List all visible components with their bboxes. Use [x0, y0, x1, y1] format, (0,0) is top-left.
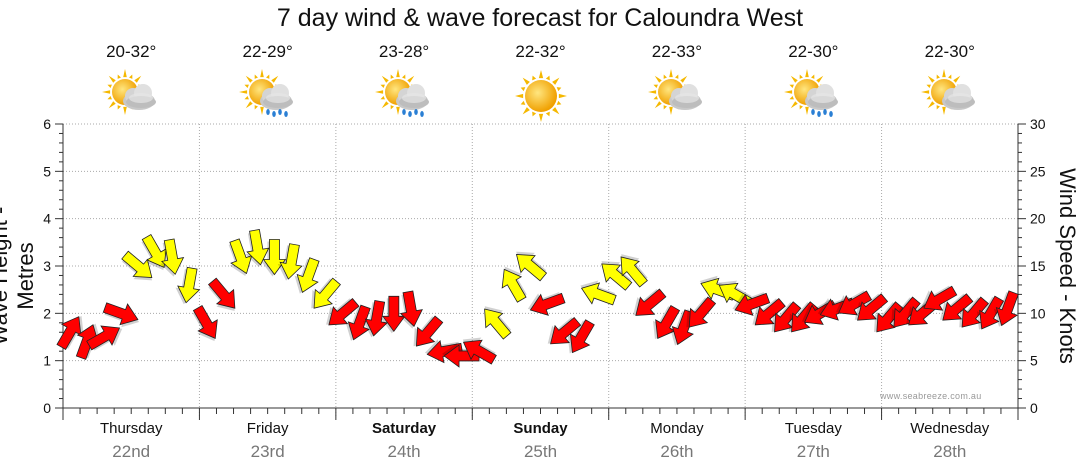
day-name-label: Tuesday	[784, 420, 842, 437]
wind-arrow	[959, 296, 989, 328]
wind-arrow	[484, 306, 512, 340]
sun-icon	[514, 70, 567, 122]
wind-arrow	[921, 285, 958, 311]
wind-arrow	[86, 325, 123, 351]
wind-arrow	[380, 295, 406, 334]
day-date-label: 24th	[387, 442, 421, 461]
right-tick-label: 20	[1030, 211, 1046, 227]
sun-cloud-icon	[102, 69, 157, 115]
day-name-label: Thursday	[99, 420, 163, 437]
day-name-label: Saturday	[371, 420, 437, 437]
day-date-label: 23rd	[250, 442, 285, 461]
wind-arrow	[160, 238, 185, 277]
right-tick-label: 5	[1030, 353, 1038, 369]
day-name-label: Friday	[246, 420, 289, 437]
wind-arrow	[652, 305, 681, 340]
wind-arrow	[192, 305, 218, 342]
day-temperature: 22-30°	[924, 42, 975, 61]
wind-arrow	[515, 251, 548, 282]
right-tick-label: 15	[1030, 258, 1046, 274]
chart-title: 7 day wind & wave forecast for Caloundra…	[276, 4, 804, 32]
left-tick-label: 6	[43, 116, 51, 132]
sun-cloud-rain-icon	[238, 69, 293, 117]
sun-cloud-rain-icon	[375, 69, 430, 117]
wind-arrow	[56, 315, 84, 351]
wind-arrow	[175, 266, 201, 305]
right-tick-label: 10	[1030, 305, 1046, 321]
day-date-label: 27th	[796, 442, 830, 461]
left-tick-label: 2	[43, 305, 51, 321]
wind-arrow	[462, 337, 497, 365]
wind-arrow	[245, 228, 270, 268]
right-tick-label: 25	[1030, 163, 1046, 179]
wind-arrow	[547, 316, 582, 345]
day-temperature: 22-32°	[515, 42, 566, 61]
wind-arrow	[363, 299, 388, 338]
wind-arrow	[326, 298, 360, 326]
wind-arrow	[940, 293, 974, 321]
wind-arrow	[752, 298, 786, 326]
left-tick-label: 5	[43, 163, 51, 179]
wind-arrow	[141, 234, 167, 271]
day-temperature: 20-32°	[106, 42, 157, 61]
wind-arrow	[398, 290, 423, 329]
wind-arrow	[854, 293, 889, 321]
day-date-label: 22nd	[112, 442, 151, 461]
sun-cloud-icon	[647, 69, 702, 115]
day-temperature: 22-33°	[651, 42, 703, 61]
wind-arrow	[835, 290, 873, 316]
day-temperature: 23-28°	[378, 42, 430, 61]
wind-arrow	[567, 319, 595, 354]
right-tick-label: 30	[1030, 116, 1046, 132]
wind-arrow	[669, 309, 695, 346]
wind-arrow	[294, 257, 320, 294]
wind-arrow	[891, 296, 921, 328]
wind-arrow	[311, 277, 341, 309]
wind-arrow	[207, 277, 236, 312]
day-temperature: 22-29°	[242, 42, 293, 61]
left-tick-label: 1	[43, 353, 51, 369]
wind-arrow	[633, 288, 667, 316]
right-tick-label: 0	[1030, 400, 1038, 416]
left-tick-label: 4	[43, 211, 51, 227]
source-credit: www.seabreeze.com.au	[880, 391, 982, 401]
wind-arrow	[501, 266, 527, 303]
wind-arrow	[527, 292, 566, 316]
day-name-label: Wednesday	[910, 420, 990, 437]
day-date-label: 28th	[933, 442, 967, 461]
wind-arrow	[732, 292, 771, 316]
day-date-label: 26th	[660, 442, 694, 461]
day-name-label: Sunday	[513, 420, 568, 437]
wind-arrow	[121, 250, 153, 281]
wind-arrow	[771, 301, 802, 333]
day-date-label: 25th	[523, 442, 558, 461]
wind-arrow	[345, 304, 371, 341]
wind-arrow	[686, 296, 717, 328]
day-name-label: Monday	[650, 420, 704, 437]
wind-arrow	[413, 315, 444, 347]
wind-arrow	[424, 339, 464, 364]
left-tick-label: 0	[43, 400, 51, 416]
day-temperature: 22-30°	[788, 42, 839, 61]
wind-arrow	[976, 295, 1005, 330]
wind-arrow	[228, 238, 253, 277]
wind-arrow	[102, 302, 140, 328]
wind-arrow	[277, 243, 303, 281]
wind-arrow	[261, 239, 287, 277]
sun-cloud-icon	[920, 69, 975, 115]
left-tick-label: 3	[43, 258, 51, 274]
sun-cloud-rain-icon	[784, 69, 839, 117]
wind-arrow	[580, 280, 617, 306]
wind-arrow	[620, 254, 648, 288]
wind-arrow	[993, 290, 1019, 327]
wind-arrows	[56, 228, 1019, 368]
wind-arrow	[601, 261, 633, 291]
